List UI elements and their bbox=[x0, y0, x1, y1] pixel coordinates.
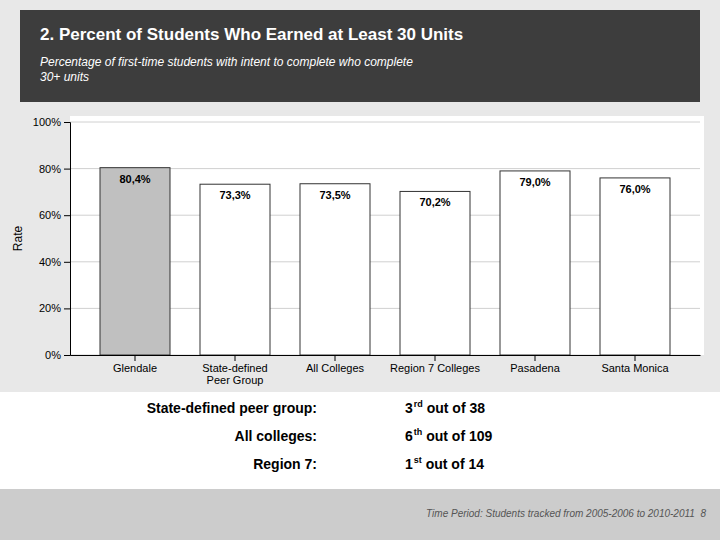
x-tick: All Colleges bbox=[306, 355, 365, 374]
x-tick: Pasadena bbox=[510, 355, 560, 374]
y-tick-mark bbox=[64, 355, 70, 356]
header-band bbox=[20, 10, 700, 102]
grid-line bbox=[70, 122, 700, 123]
annotation-rank: 3 bbox=[405, 400, 413, 416]
annotation-text: out of 14 bbox=[422, 456, 484, 472]
y-tick: 80% bbox=[39, 163, 70, 175]
annotation-label: All colleges: bbox=[235, 428, 317, 444]
plot-background bbox=[70, 116, 704, 355]
x-tick-mark bbox=[135, 355, 136, 361]
y-tick-label: 0% bbox=[45, 349, 61, 361]
y-tick: 100% bbox=[33, 116, 70, 128]
y-axis-line bbox=[64, 123, 71, 356]
x-tick-mark bbox=[335, 355, 336, 361]
annotation-text: out of 38 bbox=[423, 400, 485, 416]
x-tick-mark bbox=[435, 355, 436, 361]
x-tick: State-definedPeer Group bbox=[202, 355, 267, 386]
x-tick-label: Santa Monica bbox=[601, 362, 669, 374]
y-tick-mark bbox=[64, 308, 70, 309]
annotation-text: out of 109 bbox=[422, 428, 492, 444]
bar bbox=[500, 171, 570, 355]
x-tick-mark bbox=[535, 355, 536, 361]
data-label: 76,0% bbox=[619, 183, 650, 195]
x-tick-mark bbox=[235, 355, 236, 361]
x-tick-label: Glendale bbox=[113, 362, 157, 374]
background bbox=[0, 0, 720, 540]
y-axis-title: Rate bbox=[11, 226, 25, 252]
annotation-band bbox=[0, 392, 720, 489]
y-tick-label: 60% bbox=[39, 209, 61, 221]
chart: 2. Percent of Students Who Earned at Lea… bbox=[0, 0, 720, 540]
data-label: 79,0% bbox=[519, 176, 550, 188]
data-label: 70,2% bbox=[419, 196, 450, 208]
x-tick-label: All Colleges bbox=[306, 362, 365, 374]
y-tick-label: 80% bbox=[39, 163, 61, 175]
grid bbox=[70, 122, 700, 355]
bar bbox=[600, 178, 670, 355]
y-tick-label: 40% bbox=[39, 256, 61, 268]
y-tick-mark bbox=[64, 262, 70, 263]
x-axis-line bbox=[71, 355, 701, 356]
bar bbox=[400, 191, 470, 355]
y-tick: 40% bbox=[39, 256, 70, 268]
footer-band bbox=[0, 489, 720, 540]
data-labels: 80,4% 73,3% 73,5% 70,2% 79,0% 76,0% bbox=[119, 173, 650, 209]
x-axis: Glendale State-definedPeer Group All Colle… bbox=[71, 355, 701, 386]
y-tick-mark bbox=[64, 122, 70, 123]
x-tick-label: State-definedPeer Group bbox=[202, 362, 267, 387]
data-label: 73,3% bbox=[219, 189, 250, 201]
annotation-ordinal: th bbox=[414, 427, 423, 437]
data-label: 73,5% bbox=[319, 189, 350, 201]
data-label: 80,4% bbox=[119, 173, 150, 185]
y-tick: 20% bbox=[39, 302, 70, 314]
y-tick-label: 100% bbox=[33, 116, 61, 128]
x-tick: Glendale bbox=[113, 355, 157, 374]
y-tick-label: 20% bbox=[39, 302, 61, 314]
subtitle: Percentage of first-time students with i… bbox=[40, 55, 413, 84]
footer: Time Period: Students tracked from 2005-… bbox=[426, 508, 706, 519]
x-tick-label: Pasadena bbox=[510, 362, 560, 374]
annotation-label: Region 7: bbox=[253, 456, 317, 472]
x-tick-mark bbox=[635, 355, 636, 361]
y-tick-mark bbox=[64, 169, 70, 170]
bar bbox=[300, 184, 370, 355]
annotation-rank: 6 bbox=[405, 428, 413, 444]
annotations: State-defined peer group: 3rd out of 38 Al… bbox=[147, 399, 493, 472]
annotation-label: State-defined peer group: bbox=[147, 400, 317, 416]
y-tick-mark bbox=[64, 215, 70, 216]
y-tick: 60% bbox=[39, 209, 70, 221]
title: 2. Percent of Students Who Earned at Lea… bbox=[40, 25, 463, 44]
bar bbox=[200, 184, 270, 355]
annotation-ordinal: st bbox=[414, 455, 422, 465]
bar bbox=[100, 168, 170, 355]
x-tick-label: Region 7 Colleges bbox=[390, 362, 480, 374]
annotation-ordinal: rd bbox=[414, 399, 423, 409]
y-axis: 0% 20% 40% 60% 80% 100% bbox=[33, 116, 71, 361]
x-tick: Santa Monica bbox=[601, 355, 669, 374]
annotation-rank: 1 bbox=[405, 456, 413, 472]
x-tick: Region 7 Colleges bbox=[390, 355, 480, 374]
y-tick: 0% bbox=[45, 349, 70, 361]
bars bbox=[100, 168, 670, 355]
